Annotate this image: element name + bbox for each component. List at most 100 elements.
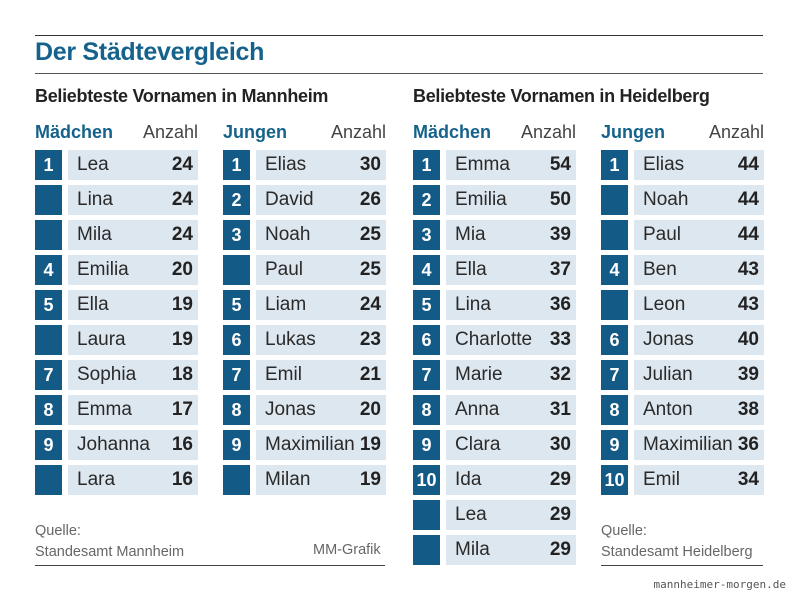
count-value: 44 — [737, 224, 759, 245]
top-rule — [35, 35, 763, 36]
count-value: 19 — [359, 434, 381, 455]
count-value: 43 — [737, 259, 759, 280]
first-name: Sophia — [77, 364, 137, 385]
table-row: 2 David 26 — [223, 185, 386, 215]
first-name: Noah — [265, 224, 311, 245]
rank-badge: 6 — [223, 325, 250, 355]
first-name: Maximilian — [265, 434, 355, 455]
first-name: Paul — [265, 259, 304, 280]
rank-badge: 1 — [35, 150, 62, 180]
table-header: Mädchen Anzahl — [35, 120, 198, 146]
name-cell: Paul 44 — [634, 220, 764, 250]
name-cell: Lukas 23 — [256, 325, 386, 355]
name-cell: Paul 25 — [256, 255, 386, 285]
name-cell: Anna 31 — [446, 395, 576, 425]
rank-badge: 9 — [601, 430, 628, 460]
rank-badge: 5 — [223, 290, 250, 320]
rank-badge — [35, 465, 62, 495]
table-row: 10 Emil 34 — [601, 465, 764, 495]
rank-badge: 9 — [413, 430, 440, 460]
first-name: Ben — [643, 259, 677, 280]
first-name: Emil — [265, 364, 302, 385]
table-row: 3 Mia 39 — [413, 220, 576, 250]
count-value: 39 — [737, 364, 759, 385]
table-header: Jungen Anzahl — [223, 120, 386, 146]
table-row: Noah 44 — [601, 185, 764, 215]
first-name: Emilia — [77, 259, 129, 280]
name-cell: Maximilian 36 — [634, 430, 764, 460]
name-cell: Emil 34 — [634, 465, 764, 495]
name-cell: Jonas 20 — [256, 395, 386, 425]
rank-badge — [35, 325, 62, 355]
rank-badge: 4 — [413, 255, 440, 285]
name-cell: Johanna 16 — [68, 430, 198, 460]
first-name: Paul — [643, 224, 682, 245]
count-label: Anzahl — [520, 122, 576, 142]
count-value: 16 — [171, 469, 193, 490]
rank-badge: 9 — [223, 430, 250, 460]
group-label: Mädchen — [35, 122, 114, 142]
rank-badge: 2 — [413, 185, 440, 215]
table-row: 1 Elias 44 — [601, 150, 764, 180]
rank-badge: 6 — [413, 325, 440, 355]
name-cell: Mia 39 — [446, 220, 576, 250]
name-cell: Anton 38 — [634, 395, 764, 425]
rank-badge: 8 — [35, 395, 62, 425]
rank-badge: 2 — [223, 185, 250, 215]
source-mannheim: Quelle: Standesamt Mannheim — [35, 521, 184, 563]
name-cell: Lara 16 — [68, 465, 198, 495]
rank-badge: 7 — [601, 360, 628, 390]
count-value: 26 — [359, 189, 381, 210]
count-value: 24 — [171, 154, 193, 175]
table-row: Lea 29 — [413, 500, 576, 530]
first-name: Jonas — [643, 329, 694, 350]
first-name: Elias — [643, 154, 685, 175]
first-name: Ella — [455, 259, 487, 280]
first-name: Ida — [455, 469, 482, 490]
first-name: Marie — [455, 364, 503, 385]
first-name: Anna — [455, 399, 500, 420]
table-row: 9 Johanna 16 — [35, 430, 198, 460]
rank-badge — [601, 220, 628, 250]
table-row: 5 Lina 36 — [413, 290, 576, 320]
count-value: 50 — [549, 189, 571, 210]
rank-badge: 10 — [413, 465, 440, 495]
count-value: 44 — [737, 189, 759, 210]
name-cell: Lina 24 — [68, 185, 198, 215]
rank-badge: 10 — [601, 465, 628, 495]
count-value: 21 — [359, 364, 381, 385]
count-value: 34 — [737, 469, 759, 490]
rank-badge: 1 — [223, 150, 250, 180]
page-title: Der Städtevergleich — [35, 38, 265, 66]
rank-badge: 4 — [601, 255, 628, 285]
table-row: Milan 19 — [223, 465, 386, 495]
first-name: Johanna — [77, 434, 150, 455]
name-cell: Ella 37 — [446, 255, 576, 285]
table-row: 4 Emilia 20 — [35, 255, 198, 285]
source-rule-mannheim — [35, 565, 385, 566]
first-name: Emma — [77, 399, 132, 420]
table-row: Leon 43 — [601, 290, 764, 320]
first-name: David — [265, 189, 314, 210]
table-row: 4 Ben 43 — [601, 255, 764, 285]
first-name: Lara — [77, 469, 116, 490]
group-label: Jungen — [601, 122, 666, 142]
first-name: Lukas — [265, 329, 316, 350]
table-row: 1 Emma 54 — [413, 150, 576, 180]
rank-badge — [601, 290, 628, 320]
count-value: 39 — [549, 224, 571, 245]
first-name: Mila — [77, 224, 112, 245]
rank-badge: 5 — [413, 290, 440, 320]
rank-badge: 3 — [223, 220, 250, 250]
table-row: 9 Clara 30 — [413, 430, 576, 460]
table-row: 8 Anna 31 — [413, 395, 576, 425]
rank-badge — [35, 185, 62, 215]
name-cell: Marie 32 — [446, 360, 576, 390]
rank-badge — [223, 255, 250, 285]
name-cell: Ben 43 — [634, 255, 764, 285]
table-row: 7 Emil 21 — [223, 360, 386, 390]
first-name: Anton — [643, 399, 693, 420]
rank-badge — [413, 535, 440, 565]
name-cell: Emil 21 — [256, 360, 386, 390]
rank-badge — [35, 220, 62, 250]
